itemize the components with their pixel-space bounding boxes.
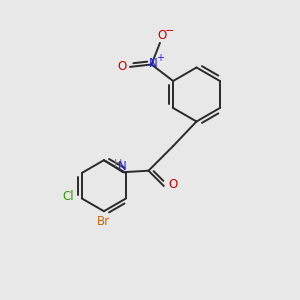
Text: H: H: [113, 159, 122, 169]
Text: +: +: [156, 53, 164, 63]
Text: O: O: [168, 178, 177, 191]
Text: O: O: [117, 60, 126, 74]
Text: O: O: [158, 29, 167, 42]
Text: N: N: [118, 160, 127, 173]
Text: Cl: Cl: [62, 190, 74, 202]
Text: Br: Br: [97, 215, 110, 228]
Text: N: N: [149, 57, 158, 70]
Text: −: −: [164, 26, 174, 37]
